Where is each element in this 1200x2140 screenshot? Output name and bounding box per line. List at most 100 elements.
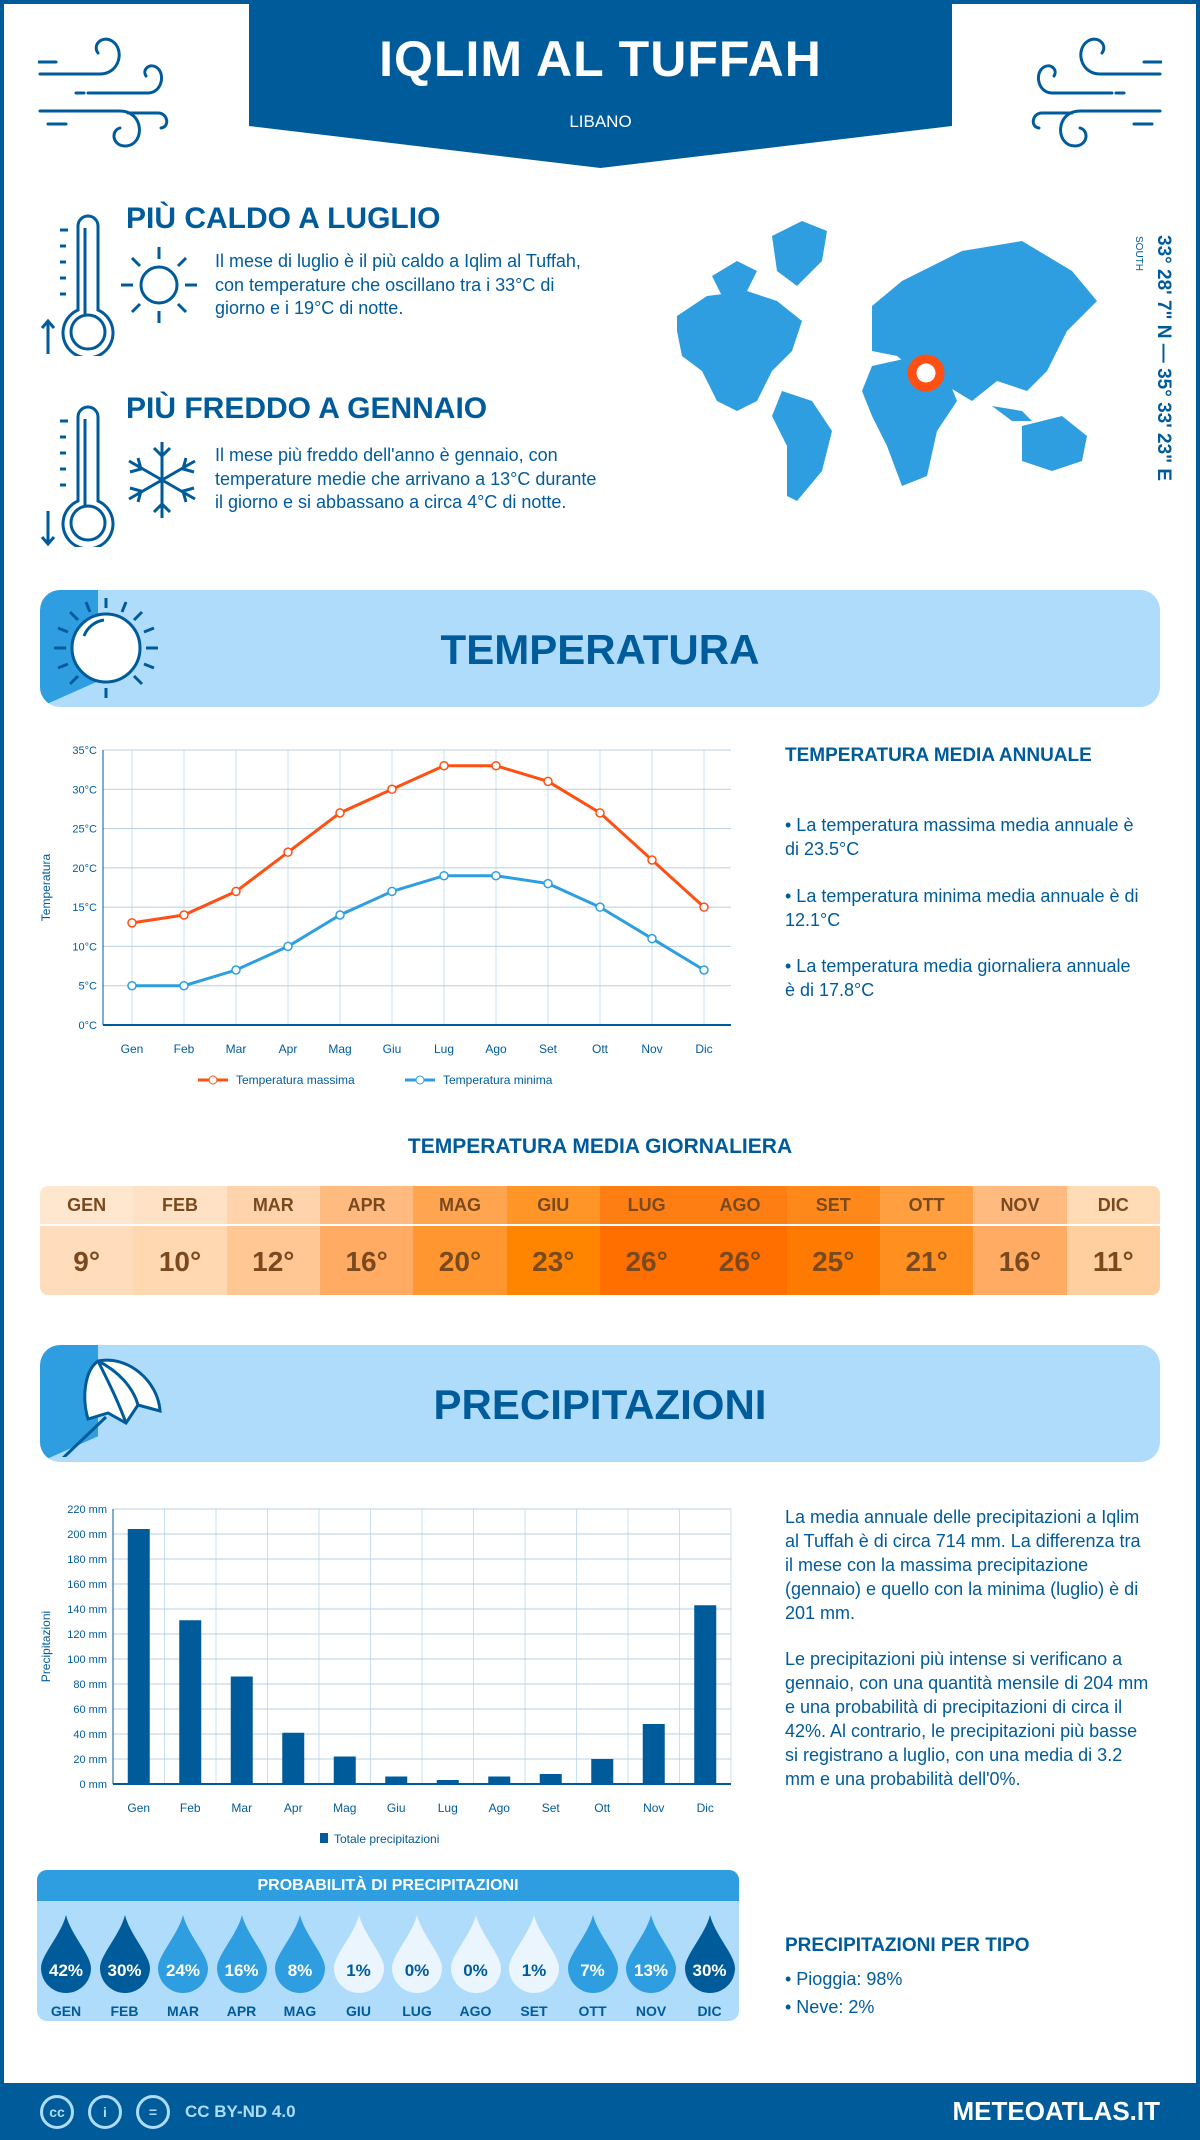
y-tick-label: 200 mm xyxy=(67,1529,107,1541)
y-tick-label: 20 mm xyxy=(73,1754,107,1766)
header-banner xyxy=(249,0,952,168)
raindrop-icon xyxy=(333,1915,384,1993)
data-point xyxy=(231,886,241,897)
probability-drop: 1% SET xyxy=(509,1915,559,2019)
precip-bar xyxy=(436,1780,459,1784)
x-tick-label: Giu xyxy=(387,1801,406,1815)
probability-value: 30% xyxy=(692,1961,727,1980)
y-tick-label: 5°C xyxy=(79,981,98,993)
raindrop-icon xyxy=(684,1915,735,1993)
legend-label: Temperatura minima xyxy=(443,1073,553,1087)
probability-month: OTT xyxy=(578,2003,607,2019)
probability-drop: 0% LUG xyxy=(392,1915,442,2019)
greenland xyxy=(772,221,827,286)
daily-temp-column: OTT 21° xyxy=(879,1186,974,1295)
x-tick-label: Ott xyxy=(594,1801,611,1815)
legend-label: Temperatura massima xyxy=(236,1073,355,1087)
daily-temp-column: FEB 10° xyxy=(133,1186,227,1295)
probability-drop: 1% GIU xyxy=(333,1915,384,2019)
precip-bar xyxy=(333,1756,356,1784)
cc-icon: cc xyxy=(40,2095,74,2129)
daily-temp-column: SET 25° xyxy=(786,1186,880,1295)
x-tick-label: Feb xyxy=(174,1042,195,1056)
daily-temp-value: 10° xyxy=(133,1224,227,1295)
precip-bar xyxy=(694,1605,717,1784)
probability-month: MAG xyxy=(283,2003,317,2019)
daily-temp-month: MAG xyxy=(413,1186,507,1224)
raindrop-icon xyxy=(392,1915,442,1993)
daily-temp-column: LUG 26° xyxy=(599,1186,694,1295)
probability-drop: 30% DIC xyxy=(684,1915,735,2019)
hottest-text: Il mese di luglio è il più caldo a Iqlim… xyxy=(215,251,581,318)
precip-bar xyxy=(539,1774,562,1784)
y-tick-label: 220 mm xyxy=(67,1504,107,1516)
precip-bar xyxy=(230,1676,253,1784)
snowflake-icon xyxy=(128,442,196,518)
north-america xyxy=(677,291,802,411)
license-link[interactable]: CC BY-ND 4.0 xyxy=(185,2102,296,2121)
sun-icon xyxy=(121,247,197,323)
x-tick-label: Nov xyxy=(643,1801,664,1815)
probability-drop: 13% NOV xyxy=(626,1915,676,2019)
hottest-title: PIÙ CALDO A LUGLIO xyxy=(126,202,441,235)
legend-marker xyxy=(208,1075,218,1085)
x-tick-label: Ago xyxy=(489,1801,511,1815)
probability-value: 30% xyxy=(107,1961,142,1980)
precip-type-rain: • Pioggia: 98% xyxy=(785,1969,903,1989)
raindrop-icon xyxy=(99,1915,150,1993)
precip-bar xyxy=(282,1732,305,1784)
probability-drop: 30% FEB xyxy=(99,1915,150,2019)
daily-temp-month: NOV xyxy=(973,1186,1067,1224)
probability-month: MAR xyxy=(167,2003,199,2019)
y-tick-label: 80 mm xyxy=(73,1679,107,1691)
probability-value: 1% xyxy=(346,1961,371,1980)
daily-temp-month: MAR xyxy=(226,1186,320,1224)
y-tick-label: 0°C xyxy=(79,1020,98,1032)
daily-temp-month: FEB xyxy=(133,1186,227,1224)
coordinates: 33° 28' 7" N — 35° 33' 23" E xyxy=(1153,235,1174,482)
y-axis-label: Temperatura xyxy=(39,853,53,921)
data-point xyxy=(491,760,501,771)
precip-bar xyxy=(127,1529,150,1784)
x-tick-label: Feb xyxy=(180,1801,201,1815)
probability-value: 0% xyxy=(463,1961,488,1980)
y-tick-label: 40 mm xyxy=(73,1729,107,1741)
footer: cc i = CC BY-ND 4.0 METEOATLAS.IT xyxy=(0,2083,1200,2140)
precipitation-title: PRECIPITAZIONI xyxy=(433,1381,767,1428)
y-tick-label: 120 mm xyxy=(67,1629,107,1641)
probability-drop: 8% MAG xyxy=(275,1915,325,2019)
y-tick-label: 0 mm xyxy=(80,1779,108,1791)
daily-temp-column: DIC 11° xyxy=(1066,1186,1160,1295)
x-tick-label: Set xyxy=(542,1801,561,1815)
australia xyxy=(1022,416,1087,471)
probability-drop: 16% APR xyxy=(216,1915,267,2019)
probability-value: 24% xyxy=(165,1961,201,1980)
y-tick-label: 160 mm xyxy=(67,1579,107,1591)
south-america xyxy=(772,391,832,501)
y-tick-label: 140 mm xyxy=(67,1604,107,1616)
by-icon: i xyxy=(88,2095,122,2129)
data-point xyxy=(387,784,397,795)
probability-drop: 0% AGO xyxy=(450,1915,501,2019)
raindrop-icon xyxy=(216,1915,267,1993)
x-tick-label: Lug xyxy=(434,1042,454,1056)
x-tick-label: Lug xyxy=(438,1801,458,1815)
x-tick-label: Mar xyxy=(231,1801,252,1815)
probability-month: APR xyxy=(226,2003,257,2019)
x-tick-label: Gen xyxy=(121,1042,144,1056)
data-point xyxy=(595,808,605,818)
data-point xyxy=(699,965,709,975)
daily-temp-value: 25° xyxy=(786,1224,880,1295)
y-tick-label: 35°C xyxy=(72,745,97,757)
brand-link[interactable]: METEOATLAS.IT xyxy=(952,2096,1160,2126)
probability-value: 16% xyxy=(224,1961,259,1980)
precip-type-heading: PRECIPITAZIONI PER TIPO xyxy=(785,1935,1030,1956)
daily-temp-heading: TEMPERATURA MEDIA GIORNALIERA xyxy=(407,1135,793,1158)
probability-month: NOV xyxy=(635,2003,667,2019)
y-tick-label: 25°C xyxy=(72,824,97,836)
daily-temp-value: 26° xyxy=(693,1224,787,1295)
y-tick-label: 15°C xyxy=(72,902,97,914)
raindrop-icon xyxy=(158,1915,208,1993)
daily-temp-value: 26° xyxy=(599,1224,694,1295)
data-point xyxy=(127,980,137,991)
